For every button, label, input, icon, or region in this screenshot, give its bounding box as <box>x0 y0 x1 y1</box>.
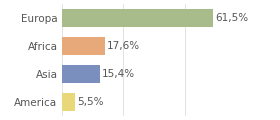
Bar <box>62 65 100 83</box>
Bar <box>62 93 75 111</box>
Text: 17,6%: 17,6% <box>107 41 140 51</box>
Text: 5,5%: 5,5% <box>77 97 104 107</box>
Bar <box>62 9 213 27</box>
Bar <box>62 37 105 55</box>
Text: 61,5%: 61,5% <box>215 13 248 23</box>
Text: 15,4%: 15,4% <box>102 69 135 79</box>
